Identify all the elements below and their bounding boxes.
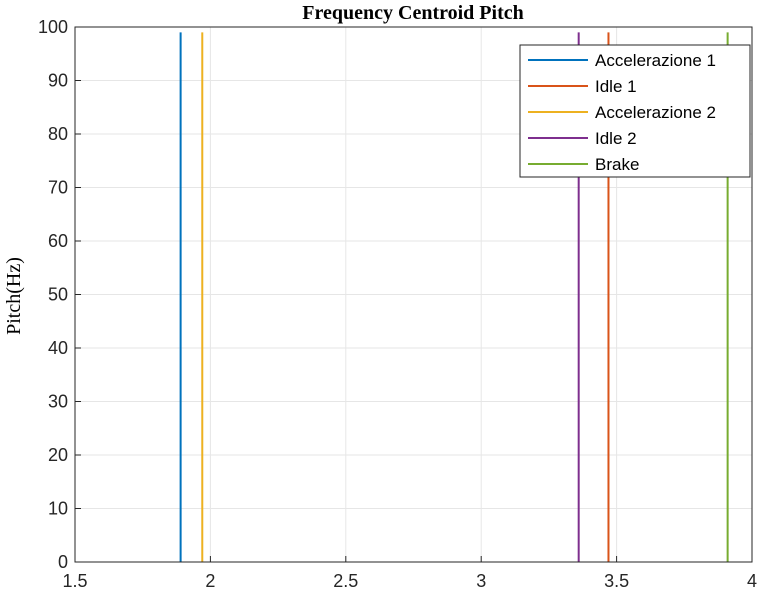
y-tick-label: 90 (48, 71, 68, 91)
y-tick-label: 50 (48, 285, 68, 305)
y-tick-label: 10 (48, 499, 68, 519)
x-tick-label: 1.5 (62, 571, 87, 591)
chart-title: Frequency Centroid Pitch (302, 2, 523, 24)
y-axis-label: Pitch(Hz) (3, 257, 25, 335)
x-tick-label: 3.5 (604, 571, 629, 591)
legend-entry: Idle 2 (595, 129, 637, 148)
y-tick-label: 20 (48, 445, 68, 465)
legend-entry: Accelerazione 1 (595, 51, 716, 70)
y-tick-label: 30 (48, 392, 68, 412)
x-tick-label: 3 (476, 571, 486, 591)
x-tick-label: 4 (747, 571, 757, 591)
y-tick-label: 0 (58, 552, 68, 572)
y-tick-label: 40 (48, 338, 68, 358)
y-tick-label: 70 (48, 178, 68, 198)
x-tick-label: 2.5 (333, 571, 358, 591)
x-tick-label: 2 (205, 571, 215, 591)
legend-entry: Idle 1 (595, 77, 637, 96)
y-tick-label: 100 (38, 17, 68, 37)
y-tick-label: 60 (48, 231, 68, 251)
y-tick-label: 80 (48, 124, 68, 144)
legend-entry: Brake (595, 155, 639, 174)
legend-entry: Accelerazione 2 (595, 103, 716, 122)
legend: Accelerazione 1 Idle 1 Accelerazione 2 Idle… (519, 44, 751, 178)
